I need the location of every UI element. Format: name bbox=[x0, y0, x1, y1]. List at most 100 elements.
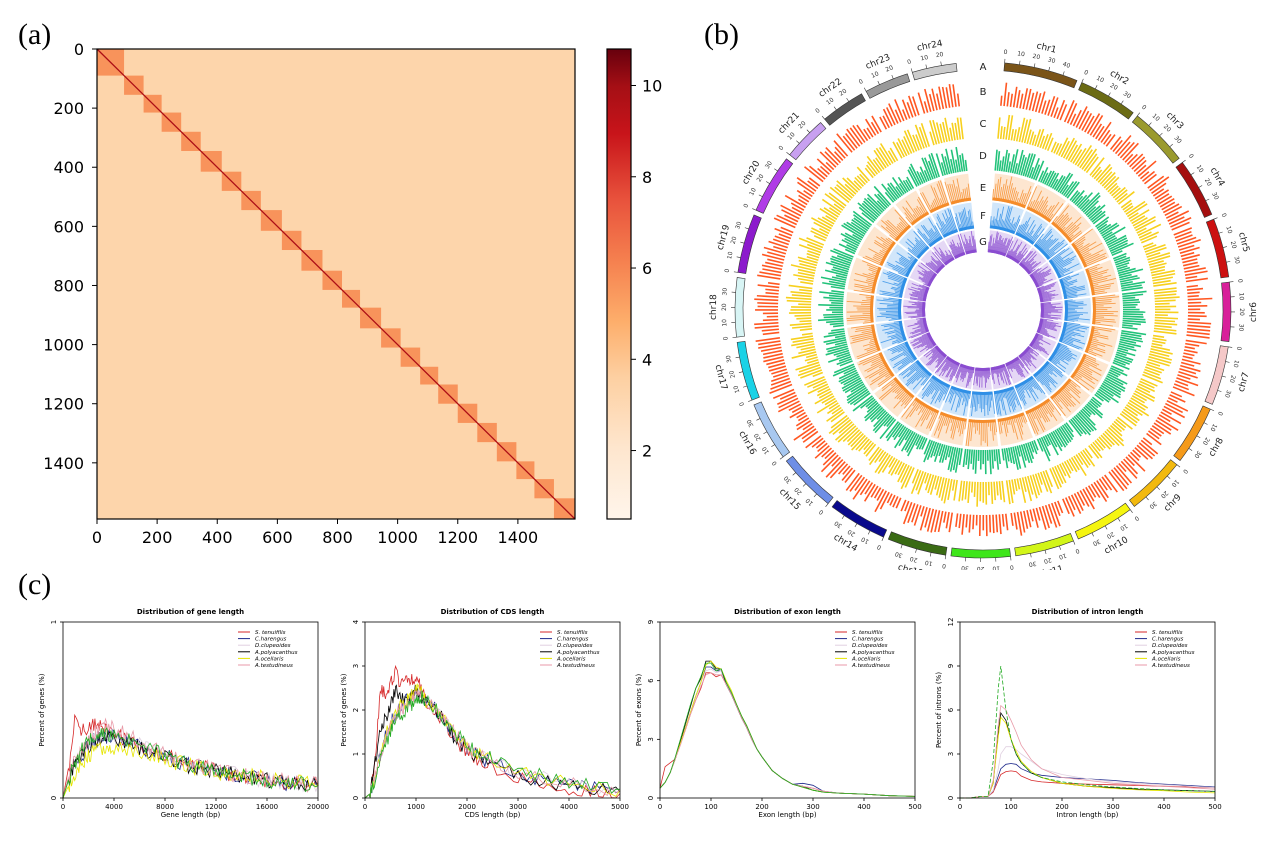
track-bar bbox=[967, 481, 971, 504]
track-bar bbox=[839, 360, 853, 367]
track-bar bbox=[1122, 290, 1147, 296]
track-bar bbox=[1011, 241, 1023, 260]
track-bar bbox=[1054, 258, 1075, 271]
track-bar bbox=[866, 402, 879, 413]
ideogram-tick bbox=[806, 129, 810, 133]
track-bar bbox=[858, 438, 870, 452]
track-bar bbox=[881, 455, 894, 473]
ideogram-tick-label: 30 bbox=[894, 550, 904, 559]
track-bar bbox=[921, 377, 937, 400]
track-bar bbox=[1092, 319, 1116, 323]
track-bar bbox=[874, 449, 885, 464]
y-tick-label: 1000 bbox=[43, 336, 84, 355]
track-bar bbox=[872, 413, 890, 432]
x-tick-label: 0 bbox=[658, 803, 662, 811]
track-bar bbox=[1186, 331, 1210, 336]
ideogram-tick bbox=[1030, 553, 1032, 558]
track-bar bbox=[917, 228, 932, 247]
track-bar bbox=[1148, 260, 1164, 266]
track-bar bbox=[967, 449, 971, 470]
track-bar bbox=[976, 391, 979, 412]
ideogram-chr10 bbox=[1074, 502, 1131, 540]
track-base bbox=[870, 295, 874, 323]
track-bar bbox=[852, 125, 866, 143]
track-bar bbox=[838, 421, 853, 434]
track-bar bbox=[756, 294, 779, 298]
track-bar bbox=[807, 250, 821, 256]
track-bar bbox=[1032, 268, 1051, 281]
ideogram-tick bbox=[733, 271, 738, 273]
track-bar bbox=[1157, 416, 1179, 431]
track-bar bbox=[1056, 99, 1066, 120]
ideogram-chr7 bbox=[1204, 345, 1229, 405]
track-bar bbox=[767, 258, 784, 264]
track-bar bbox=[851, 218, 869, 232]
track-bar bbox=[1129, 153, 1144, 168]
track-bar bbox=[907, 503, 916, 524]
track-bar bbox=[1028, 166, 1035, 179]
track-bar bbox=[824, 397, 836, 406]
track-bar bbox=[1112, 139, 1123, 153]
track-bar bbox=[1064, 321, 1081, 326]
track-bar bbox=[1030, 342, 1049, 356]
track-bar bbox=[1037, 196, 1049, 215]
track-bar bbox=[770, 377, 791, 386]
track-bar bbox=[1087, 344, 1106, 352]
track-bar bbox=[993, 232, 999, 254]
track-bar bbox=[906, 363, 922, 378]
track-bar bbox=[967, 419, 972, 447]
track-bar bbox=[1089, 115, 1104, 136]
track-bar bbox=[1059, 463, 1067, 477]
track-bar bbox=[1003, 389, 1012, 413]
ideogram-chr12 bbox=[950, 547, 1011, 559]
track-bar bbox=[865, 364, 888, 379]
hic-axes: 0 200 400 600 800 1000 1200 1400020040060080010… bbox=[43, 40, 576, 547]
track-bar bbox=[769, 383, 793, 394]
ideogram-chr8 bbox=[1173, 405, 1211, 461]
ideogram-tick bbox=[792, 472, 796, 476]
track-bar bbox=[1066, 459, 1074, 472]
track-bar bbox=[1103, 226, 1126, 241]
track-bar bbox=[806, 243, 823, 251]
track-bar bbox=[965, 419, 970, 446]
track-bar bbox=[844, 469, 856, 483]
y-tick-label: 9 bbox=[647, 620, 655, 624]
legend-entry: C.harengus bbox=[1152, 637, 1184, 643]
track-bar bbox=[926, 378, 940, 398]
track-bar bbox=[798, 364, 821, 373]
track-bar bbox=[1031, 375, 1046, 395]
track-bar bbox=[791, 351, 817, 359]
track-bar bbox=[865, 164, 876, 177]
track-bar bbox=[927, 160, 936, 179]
track-bar bbox=[790, 202, 805, 211]
ideogram-tick-label: 10 bbox=[748, 187, 758, 197]
track-bar bbox=[846, 221, 866, 235]
track-segment bbox=[1059, 270, 1091, 300]
track-bar bbox=[1136, 385, 1151, 394]
track-bar bbox=[1087, 205, 1101, 218]
ideogram-tick-label: 20 bbox=[753, 432, 763, 442]
track-bar bbox=[1051, 178, 1059, 189]
track-bar bbox=[904, 431, 916, 451]
track-bar bbox=[1056, 464, 1067, 484]
track-bar bbox=[926, 409, 937, 429]
track-bar bbox=[1112, 186, 1126, 199]
hic-heatmap: 0 200 400 600 800 1000 1200 1400020040060080010… bbox=[43, 40, 662, 547]
track-bar bbox=[1066, 103, 1078, 124]
track-bar bbox=[1026, 129, 1032, 144]
track-bar bbox=[1106, 375, 1124, 386]
track-bar bbox=[1048, 359, 1066, 373]
track-bar bbox=[903, 305, 926, 308]
track-bar bbox=[825, 161, 835, 171]
track-bar bbox=[988, 367, 991, 376]
track-bar bbox=[952, 417, 959, 440]
track-bar bbox=[1015, 127, 1021, 142]
track-bar bbox=[1119, 275, 1138, 281]
track-bar bbox=[1182, 355, 1193, 360]
track-bar bbox=[1083, 406, 1092, 416]
ideogram-tick-label: 0 bbox=[1216, 410, 1224, 416]
ideogram-tick bbox=[1228, 346, 1233, 348]
track-bar bbox=[907, 434, 920, 457]
track-bar bbox=[779, 391, 796, 400]
